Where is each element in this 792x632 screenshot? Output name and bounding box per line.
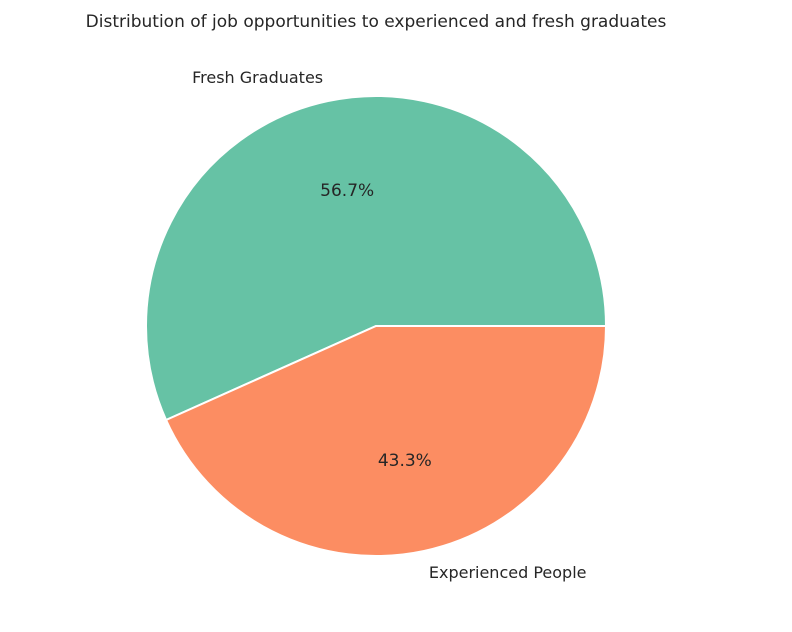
slice-percent-label: 56.7% bbox=[320, 181, 374, 201]
pie-slice-fresh-graduates bbox=[145, 95, 608, 422]
chart-title: Distribution of job opportunities to exp… bbox=[86, 12, 667, 32]
pie-slices bbox=[145, 95, 608, 557]
pie-slice-experienced-people bbox=[164, 325, 608, 557]
slice-percent-label: 43.3% bbox=[378, 451, 432, 471]
slice-category-label: Fresh Graduates bbox=[192, 68, 323, 87]
pie-labels: Fresh Graduates 56.7% Experienced People 43… bbox=[192, 68, 586, 582]
slice-category-label: Experienced People bbox=[429, 563, 587, 582]
